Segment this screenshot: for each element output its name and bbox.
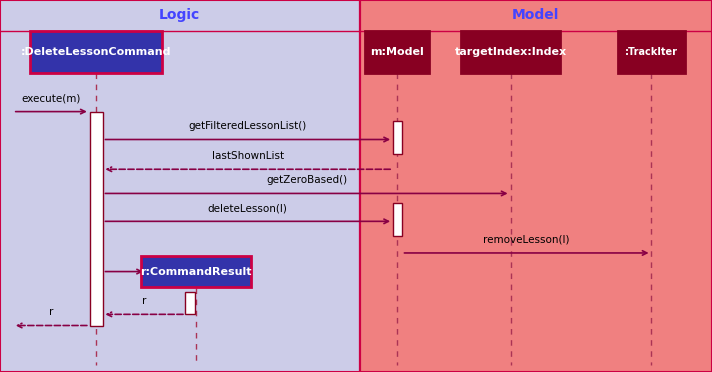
Text: lastShownList: lastShownList	[211, 151, 284, 161]
Bar	[360, 0, 712, 372]
Text: removeLesson(l): removeLesson(l)	[483, 235, 570, 245]
Text: Logic: Logic	[159, 8, 200, 22]
Text: r: r	[142, 296, 147, 306]
Text: m:Model: m:Model	[370, 47, 424, 57]
Bar	[31, 31, 162, 73]
Text: :TrackIter: :TrackIter	[625, 47, 678, 57]
Text: deleteLesson(l): deleteLesson(l)	[208, 203, 288, 213]
Text: Model: Model	[512, 8, 560, 22]
Text: r:CommandResult: r:CommandResult	[140, 267, 251, 276]
Text: execute(m): execute(m)	[21, 93, 81, 103]
Text: getFilteredLessonList(): getFilteredLessonList()	[189, 121, 307, 131]
Bar	[90, 112, 103, 326]
Bar	[141, 256, 251, 287]
Text: :DeleteLessonCommand: :DeleteLessonCommand	[21, 47, 172, 57]
Bar	[393, 121, 402, 154]
Bar	[618, 31, 685, 73]
Bar	[365, 31, 429, 73]
Bar	[0, 0, 360, 372]
Bar	[393, 203, 402, 236]
Text: targetIndex:Index: targetIndex:Index	[454, 47, 567, 57]
Bar	[185, 292, 194, 314]
Text: getZeroBased(): getZeroBased()	[266, 175, 347, 185]
Text: r: r	[49, 307, 53, 317]
Bar	[461, 31, 560, 73]
